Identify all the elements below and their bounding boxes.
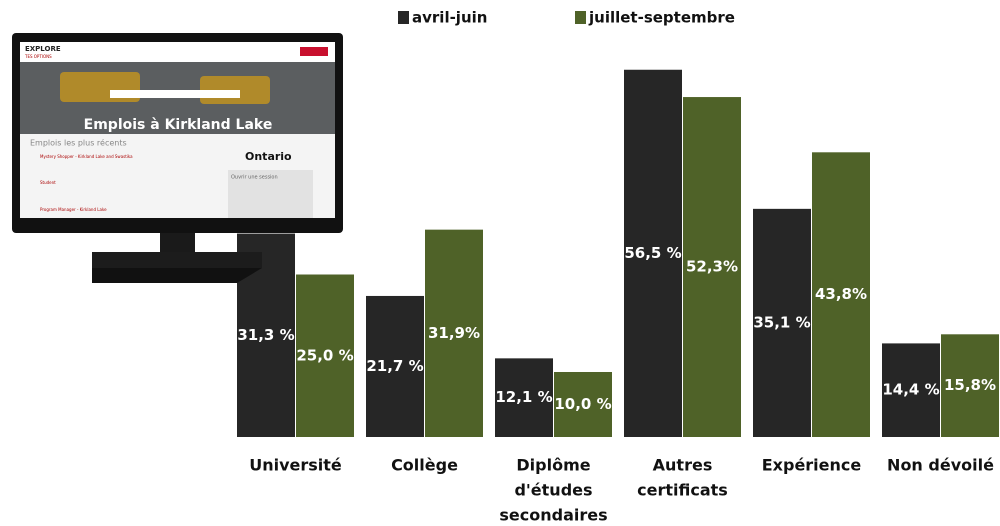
value-label: 43,8% xyxy=(815,285,867,303)
plot: avril-juin 31,3 % 21,7 % 12,1 % 56,5 % 35,1 %… xyxy=(237,9,999,525)
value-label: 25,0 % xyxy=(296,346,353,364)
legend-swatch xyxy=(575,11,586,24)
x-tick-label: certificats xyxy=(637,481,728,500)
value-label: 21,7 % xyxy=(366,357,423,375)
x-tick-label: d'études xyxy=(514,481,592,500)
value-label: 14,4 % xyxy=(882,381,939,399)
value-label: 12,1 % xyxy=(495,388,552,406)
legend-label: avril-juin xyxy=(412,9,487,27)
job: Program Manager - Kirkland Lake xyxy=(40,207,107,212)
monitor-base xyxy=(92,268,262,283)
job: Mystery Shopper - Kirkland Lake and Swas… xyxy=(40,154,133,159)
job: Student xyxy=(40,180,56,185)
site-section: Emplois les plus récents xyxy=(30,138,127,148)
search-box xyxy=(110,90,240,98)
value-label: 56,5 % xyxy=(624,244,681,262)
value-label: 35,1 % xyxy=(753,313,810,331)
value-label: 31,9% xyxy=(428,324,480,342)
logo: EXPLORE xyxy=(25,45,61,53)
site-heading: Emplois à Kirkland Lake xyxy=(84,117,273,133)
x-tick-label: Autres xyxy=(653,456,713,475)
brand: Ontario xyxy=(245,150,292,163)
logo-sub: TES OPTIONS xyxy=(24,54,52,59)
legend-label: juillet-septembre xyxy=(588,9,735,27)
value-label: 10,0 % xyxy=(554,395,611,413)
x-tick-label: Non dévoilé xyxy=(887,456,994,475)
x-tick-label: Collège xyxy=(391,456,458,475)
chart: avril-juin 31,3 % 21,7 % 12,1 % 56,5 % 35,1 %… xyxy=(0,0,1000,526)
x-tick-label: Université xyxy=(249,456,342,475)
value-label: 15,8% xyxy=(944,376,996,394)
monitor-base xyxy=(92,252,262,268)
value-label: 31,3 % xyxy=(237,326,294,344)
site-header xyxy=(20,42,335,62)
value-label: 52,3% xyxy=(686,258,738,276)
site-button xyxy=(300,47,328,56)
monitor-neck xyxy=(160,233,195,255)
x-tick-label: secondaires xyxy=(499,506,607,525)
legend-swatch xyxy=(398,11,409,24)
login: Ouvrir une session xyxy=(231,175,278,181)
x-tick-label: Diplôme xyxy=(516,456,590,475)
x-tick-label: Expérience xyxy=(762,456,862,475)
